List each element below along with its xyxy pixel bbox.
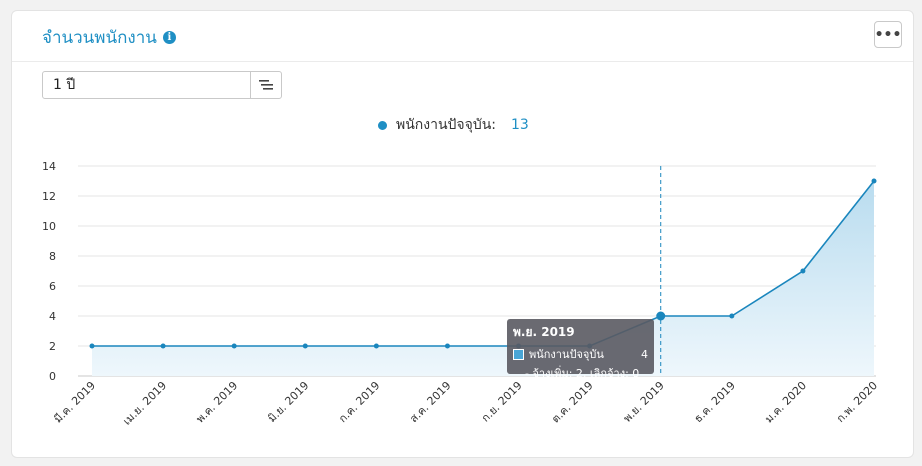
period-select-value: 1 ปี	[53, 77, 76, 93]
tooltip-detail: - จ้างเพิ่ม: 2, เลิกจ้าง: 0	[525, 367, 640, 380]
legend-marker	[378, 120, 387, 130]
tooltip-title: พ.ย. 2019	[513, 325, 575, 339]
tooltip-series-value: 4	[641, 347, 648, 361]
tooltip-series-name: พนักงานปัจจุบัน	[529, 348, 604, 361]
series-area	[92, 181, 874, 376]
data-point	[302, 343, 308, 349]
card-header: จำนวนพนักงาน i •••	[12, 11, 913, 62]
x-tick-label: ธ.ค. 2019	[692, 379, 738, 425]
y-tick-label: 6	[49, 280, 56, 293]
legend-series-value: 13	[511, 117, 529, 133]
employee-count-card: จำนวนพนักงาน i ••• 1 ปี	[11, 10, 914, 458]
x-tick-label: มิ.ย. 2019	[265, 379, 311, 425]
data-point	[800, 268, 806, 274]
y-tick-label: 0	[49, 370, 56, 383]
list-menu-icon	[259, 80, 273, 90]
card-title-text: จำนวนพนักงาน	[42, 28, 157, 48]
data-point	[656, 311, 666, 321]
legend-series-name: พนักงานปัจจุบัน:	[396, 117, 497, 133]
y-tick-label: 2	[49, 340, 56, 353]
y-tick-label: 12	[42, 190, 56, 203]
data-point	[871, 178, 877, 184]
x-tick-label: ก.ย. 2019	[479, 379, 525, 425]
x-tick-label: ก.ค. 2019	[336, 379, 382, 425]
y-tick-label: 8	[49, 250, 56, 263]
data-point	[89, 343, 95, 349]
y-tick-label: 10	[42, 220, 56, 233]
period-select[interactable]: 1 ปี	[42, 71, 282, 99]
x-tick-label: ม.ค. 2020	[762, 379, 809, 426]
tooltip-series-swatch	[513, 348, 524, 360]
y-tick-label: 4	[49, 310, 56, 323]
data-point	[373, 343, 379, 349]
data-point	[444, 343, 450, 349]
more-options-button[interactable]: •••	[874, 21, 902, 48]
chart-legend[interactable]: พนักงานปัจจุบัน: 13	[378, 114, 529, 136]
x-tick-label: เม.ย. 2019	[120, 379, 169, 428]
x-tick-label: ก.พ. 2020	[834, 379, 880, 425]
info-icon[interactable]: i	[162, 31, 176, 44]
x-tick-label: ต.ค. 2019	[549, 379, 596, 426]
x-tick-label: พ.ย. 2019	[621, 379, 667, 425]
x-tick-label: ส.ค. 2019	[407, 379, 453, 425]
data-point	[729, 313, 735, 319]
period-select-toggle[interactable]	[250, 72, 281, 98]
y-tick-label: 14	[42, 160, 56, 173]
data-point	[231, 343, 237, 349]
series-line	[92, 180, 875, 347]
x-tick-label: มี.ค. 2019	[51, 379, 98, 426]
data-point	[160, 343, 166, 349]
card-title: จำนวนพนักงาน i	[42, 24, 176, 51]
x-tick-label: พ.ค. 2019	[194, 379, 241, 426]
chart-tooltip: พ.ย. 2019 พนักงานปัจจุบัน 4 - จ้างเพิ่ม:…	[507, 319, 654, 380]
